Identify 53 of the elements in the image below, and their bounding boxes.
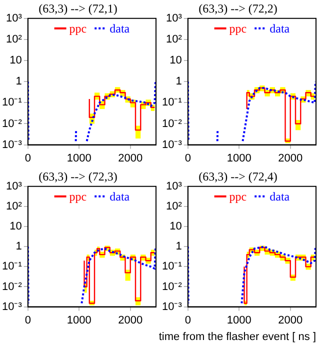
y-tick-label: 10 [10,54,22,67]
y-tick-label: 10 [170,220,182,233]
legend-label: data [270,190,290,204]
y-tick-label: 10⁻² [2,280,22,293]
y-tick-label: 10² [166,34,182,46]
y-tick-label: 10⁻¹ [162,96,182,109]
x-tick-label: 2000 [118,314,143,326]
x-tick-label: 2000 [278,314,303,326]
x-tick-label: 0 [24,314,31,326]
y-tick-label: 10⁻³ [162,138,182,151]
x-tick-label: 0 [24,152,31,164]
x-tick-label: 1000 [66,314,92,326]
x-axis-title: time from the flasher event [ ns ] [158,331,316,343]
chart-title: (63,3) --> (72,2) [198,1,278,16]
legend-label: ppc [69,190,87,204]
y-tick-label: 10⁻² [162,118,182,130]
y-tick-label: 10 [10,220,22,233]
y-tick-label: 10³ [6,12,22,24]
legend-label: ppc [229,190,247,204]
y-tick-label: 1 [16,76,22,88]
chart-title: (63,3) --> (72,3) [38,169,118,184]
y-tick-label: 10⁻² [162,280,182,293]
chart-title: (63,3) --> (72,1) [38,1,118,16]
y-tick-label: 10⁻¹ [2,260,22,273]
y-tick-label: 10⁻² [2,118,22,130]
x-tick-label: 2000 [118,152,143,164]
y-tick-label: 10⁻¹ [162,260,182,273]
y-tick-label: 10³ [166,180,182,192]
y-tick-label: 1 [16,240,22,253]
legend-label: ppc [229,22,247,36]
x-tick-label: 0 [184,152,191,164]
chart-title: (63,3) --> (72,4) [198,169,278,184]
x-tick-label: 1000 [66,152,92,164]
y-tick-label: 10² [166,200,182,212]
y-tick-label: 10⁻³ [2,300,22,313]
y-tick-label: 10² [6,200,22,212]
y-tick-label: 10³ [6,180,22,192]
x-tick-label: 1000 [226,152,252,164]
x-tick-label: 0 [184,314,191,326]
y-tick-label: 10⁻³ [162,300,182,313]
x-tick-label: 2000 [278,152,303,164]
y-tick-label: 1 [176,240,182,253]
x-tick-label: 1000 [226,314,252,326]
y-tick-label: 10⁻¹ [2,96,22,109]
y-tick-label: 1 [176,76,182,88]
y-tick-label: 10² [6,34,22,46]
legend-label: ppc [69,22,87,36]
legend-label: data [110,190,130,204]
legend-label: data [270,22,290,36]
y-tick-label: 10³ [166,12,182,24]
legend-label: data [110,22,130,36]
y-tick-label: 10 [170,54,182,67]
y-tick-label: 10⁻³ [2,138,22,151]
